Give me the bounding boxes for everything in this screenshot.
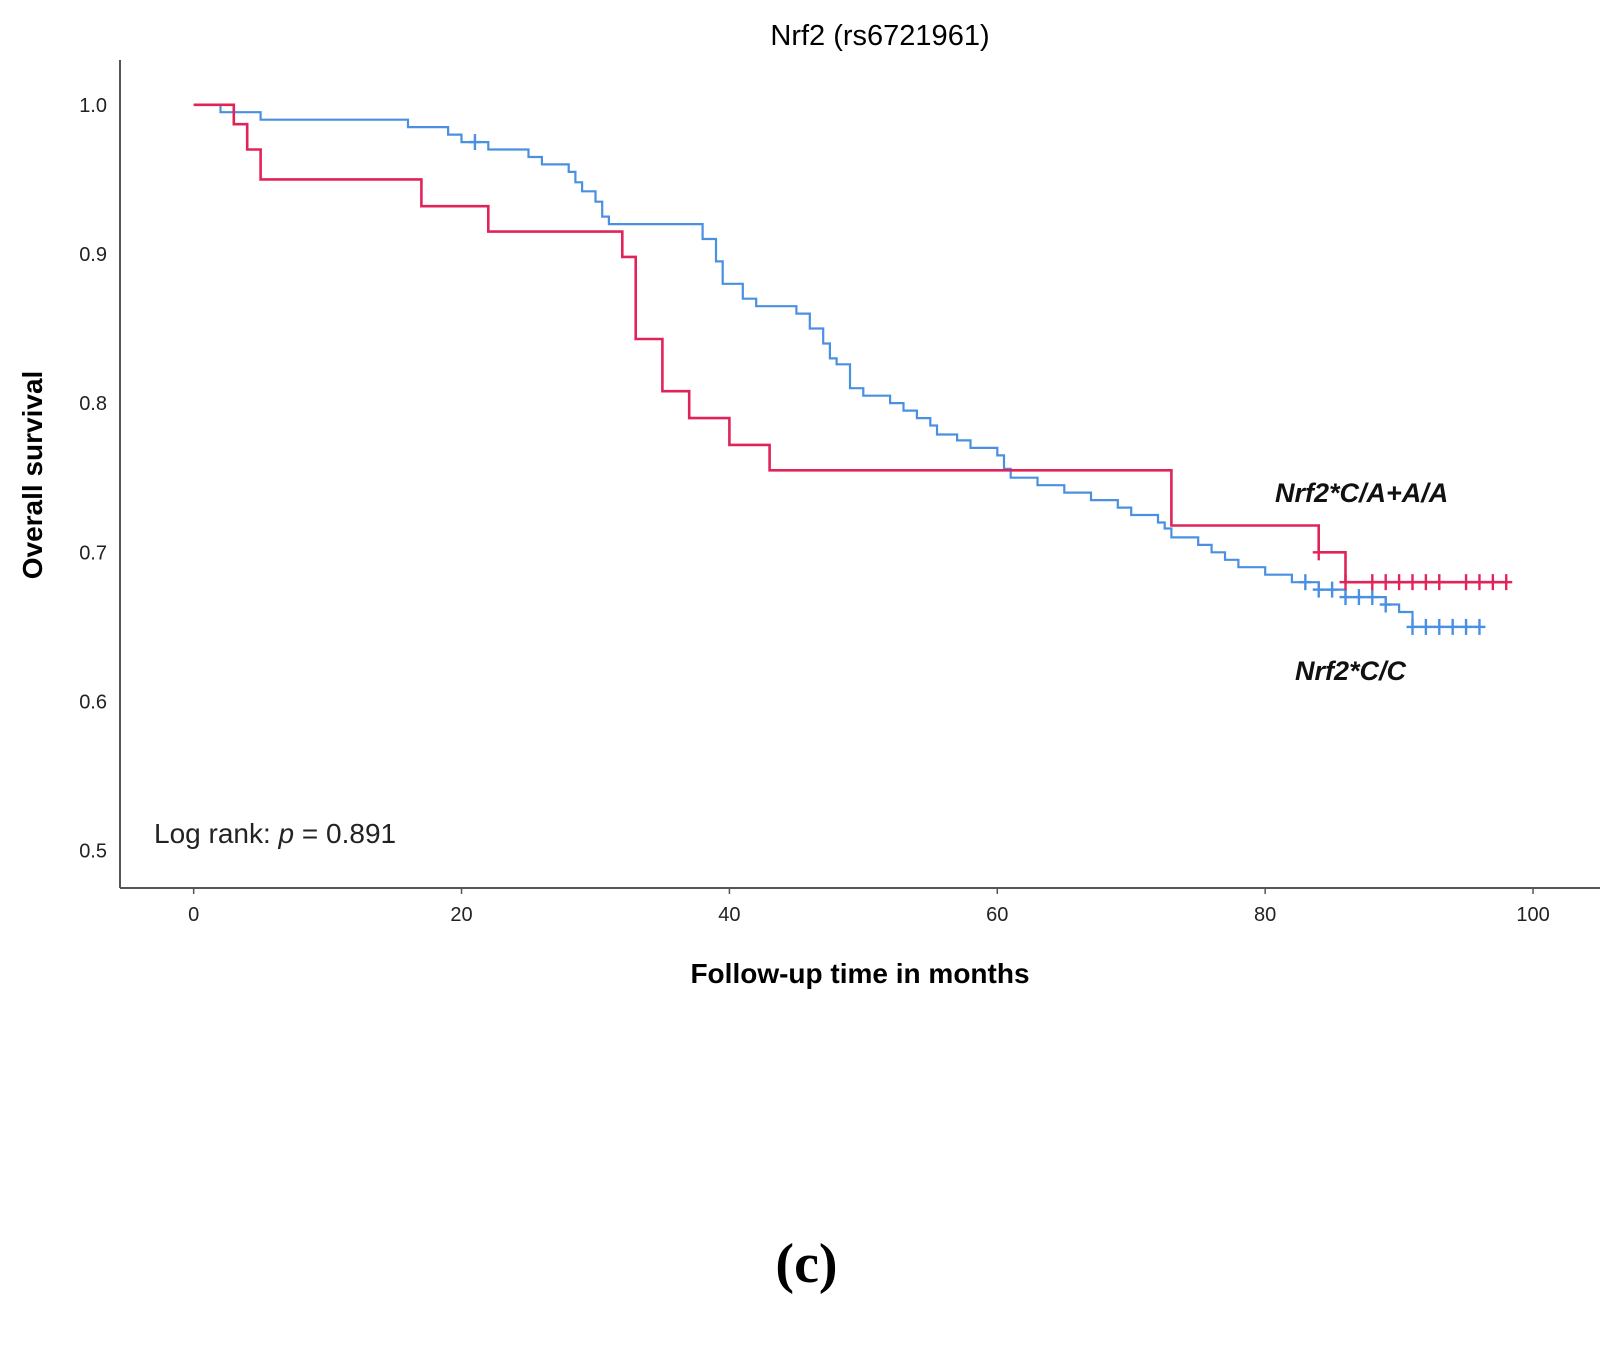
- x-tick-label: 60: [986, 904, 1008, 926]
- y-tick-label: 0.7: [79, 542, 107, 564]
- y-axis-label: Overall survival: [17, 371, 48, 580]
- y-tick-label: 1.0: [79, 95, 107, 117]
- x-tick-label: 0: [188, 904, 199, 926]
- log-rank-p: p: [278, 818, 295, 849]
- y-tick-label: 0.9: [79, 244, 107, 266]
- y-tick-label: 0.6: [79, 692, 107, 714]
- log-rank-prefix: Log rank:: [154, 818, 279, 849]
- panel-label: (c): [775, 1233, 838, 1295]
- x-axis-label: Follow-up time in months: [690, 958, 1029, 989]
- x-tick-label: 40: [718, 904, 740, 926]
- chart-title: Nrf2 (rs6721961): [770, 20, 989, 52]
- x-tick-label: 100: [1516, 904, 1549, 926]
- y-tick-label: 0.5: [79, 841, 107, 863]
- survival-curve-cc: [193, 103, 1480, 628]
- y-tick-label: 0.8: [79, 393, 107, 415]
- x-tick-labels: 0 20 40 60 80 100: [188, 888, 1550, 926]
- survival-curves: [193, 103, 1507, 628]
- x-tick-label: 20: [450, 904, 472, 926]
- series-label-cc: Nrf2*C/C: [1295, 656, 1407, 686]
- survival-curve-ca-aa: [193, 103, 1507, 584]
- y-tick-labels: 0.5 0.6 0.7 0.8 0.9 1.0: [79, 95, 107, 863]
- x-tick-label: 80: [1254, 904, 1276, 926]
- series-label-ca-aa: Nrf2*C/A+A/A: [1275, 478, 1448, 508]
- censor-marks: [468, 134, 1513, 635]
- log-rank-annotation: Log rank: p = 0.891: [154, 818, 396, 849]
- log-rank-value: = 0.891: [294, 818, 396, 849]
